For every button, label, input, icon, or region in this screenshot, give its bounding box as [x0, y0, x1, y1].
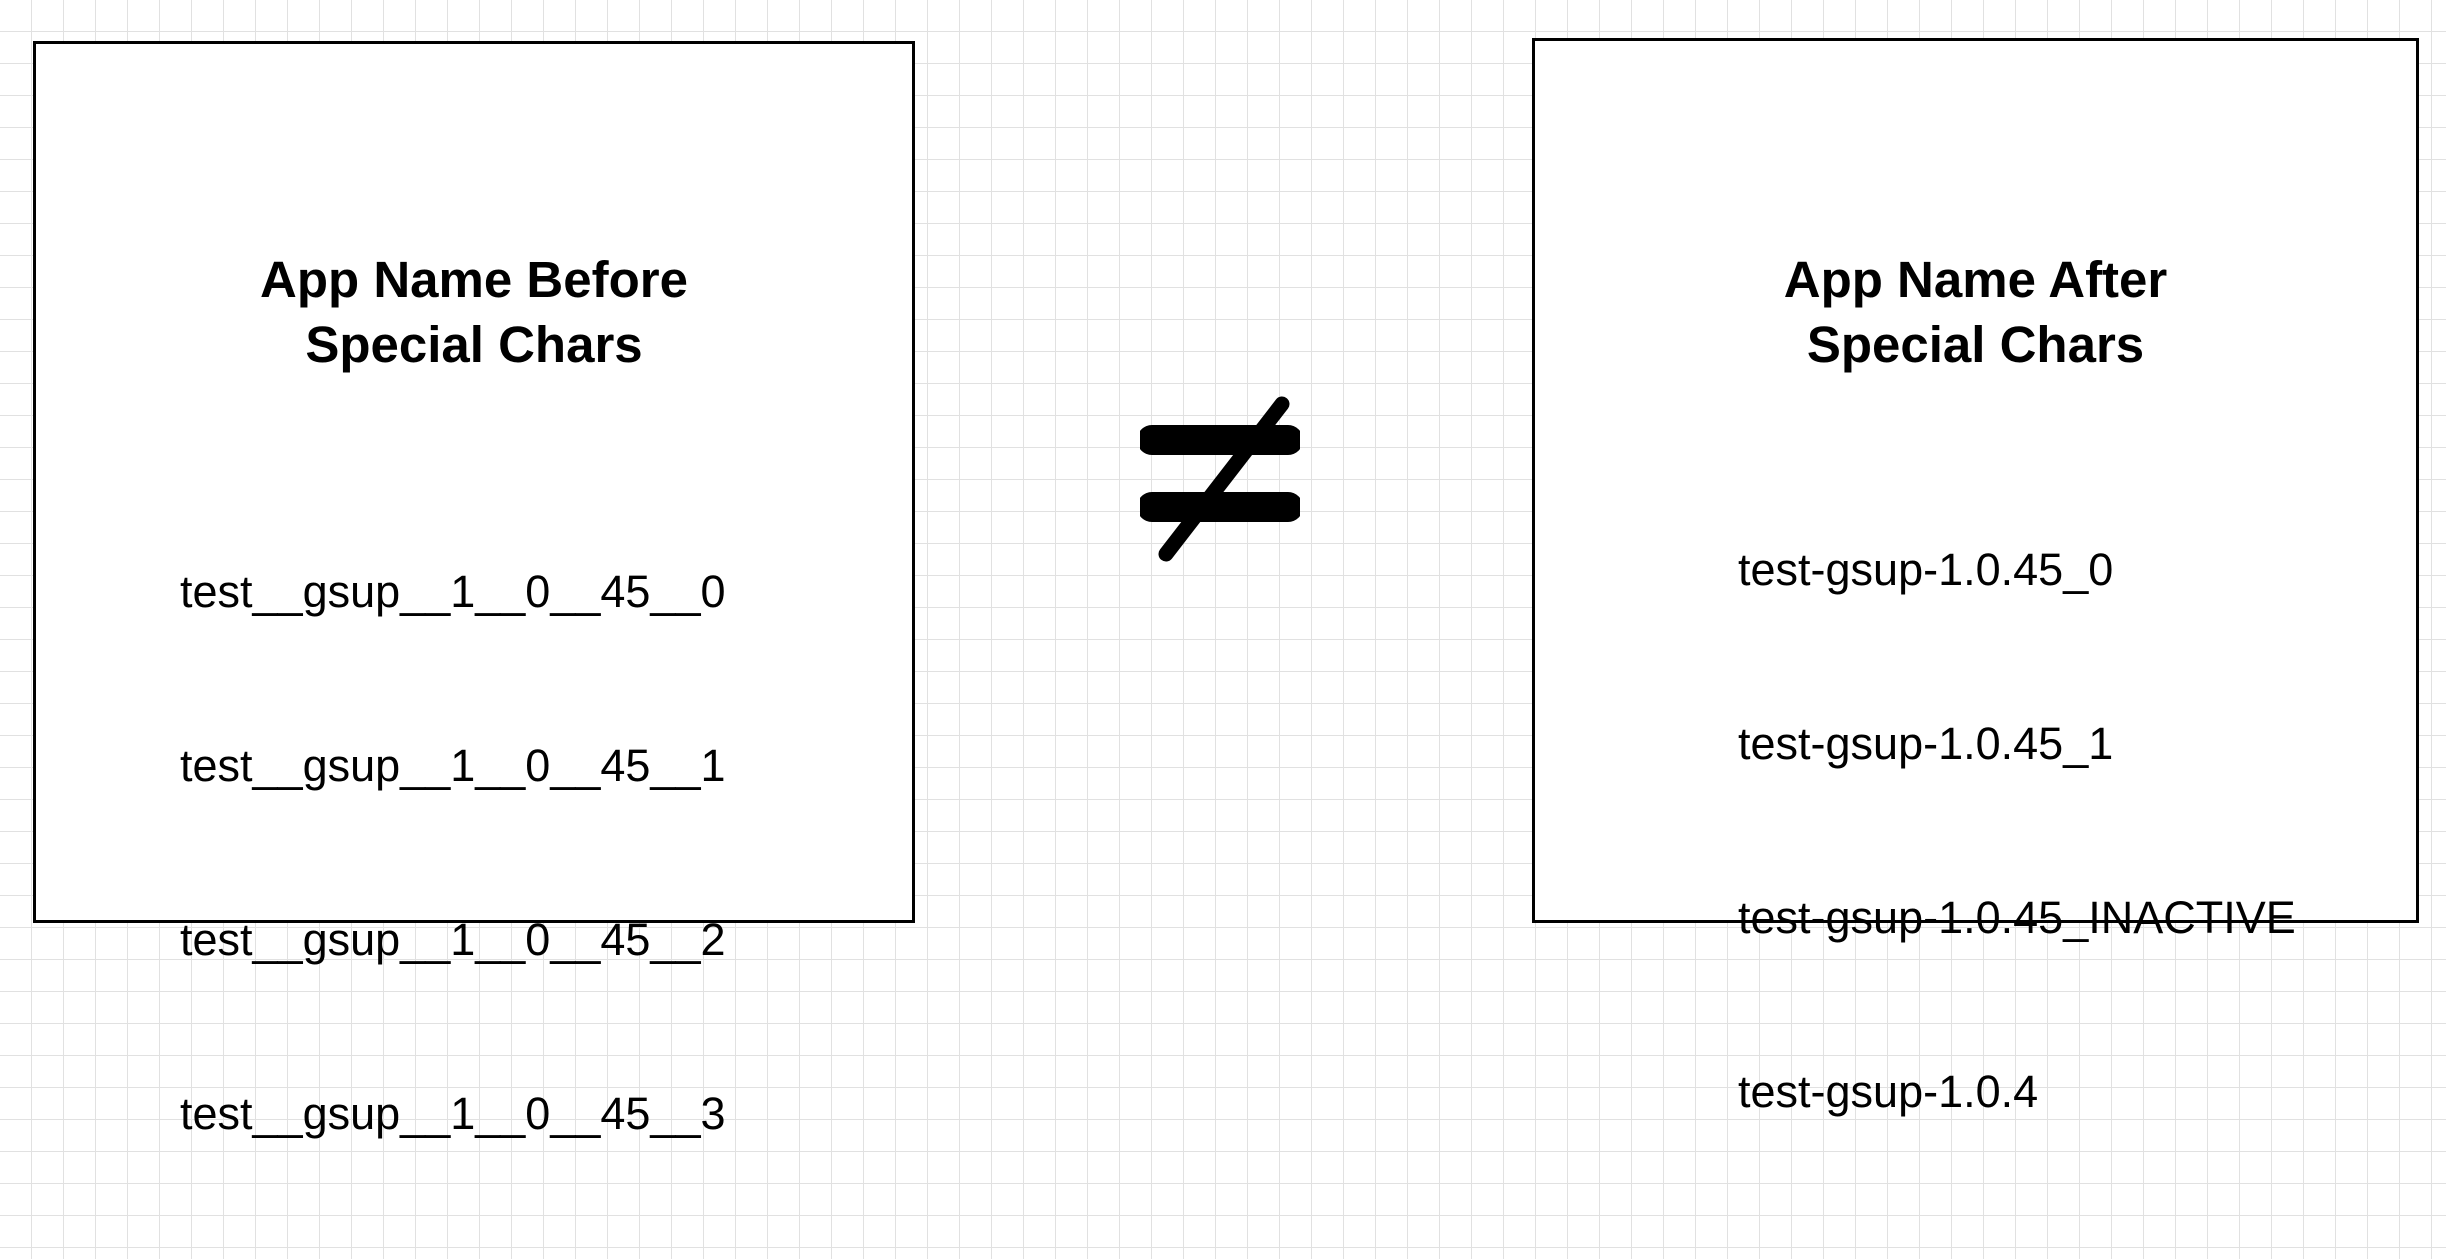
after-card-title-line1: App Name After — [1783, 251, 2168, 308]
before-name-item: test__gsup__1__0__45__2 — [180, 914, 726, 965]
after-name-item: test-gsup-1.0.45_INACTIVE — [1738, 892, 2296, 943]
after-card-title: App Name After Special Chars — [1535, 247, 2416, 377]
not-equal-icon — [1140, 396, 1300, 562]
after-name-list: test-gsup-1.0.45_0 test-gsup-1.0.45_1 te… — [1738, 425, 2296, 1237]
before-name-item: test__gsup__1__0__45__1 — [180, 740, 726, 791]
before-name-item: test__gsup__1__0__45__0 — [180, 566, 726, 617]
after-name-item: test-gsup-1.0.45_1 — [1738, 718, 2114, 769]
before-name-list: test__gsup__1__0__45__0 test__gsup__1__0… — [180, 447, 726, 1259]
before-card-title-line1: App Name Before — [260, 251, 688, 308]
after-name-item: test-gsup-1.0.45_0 — [1738, 544, 2114, 595]
before-card-title: App Name Before Special Chars — [36, 247, 912, 377]
before-card-title-line2: Special Chars — [305, 316, 643, 373]
after-card: App Name After Special Chars test-gsup-1… — [1532, 38, 2419, 1117]
after-name-item: test-gsup-1.0.4 — [1738, 1066, 2039, 1117]
before-name-item: test__gsup__1__0__45__3 — [180, 1088, 726, 1139]
before-card: App Name Before Special Chars test__gsup… — [33, 41, 915, 1139]
after-card-title-line2: Special Chars — [1806, 316, 2145, 373]
